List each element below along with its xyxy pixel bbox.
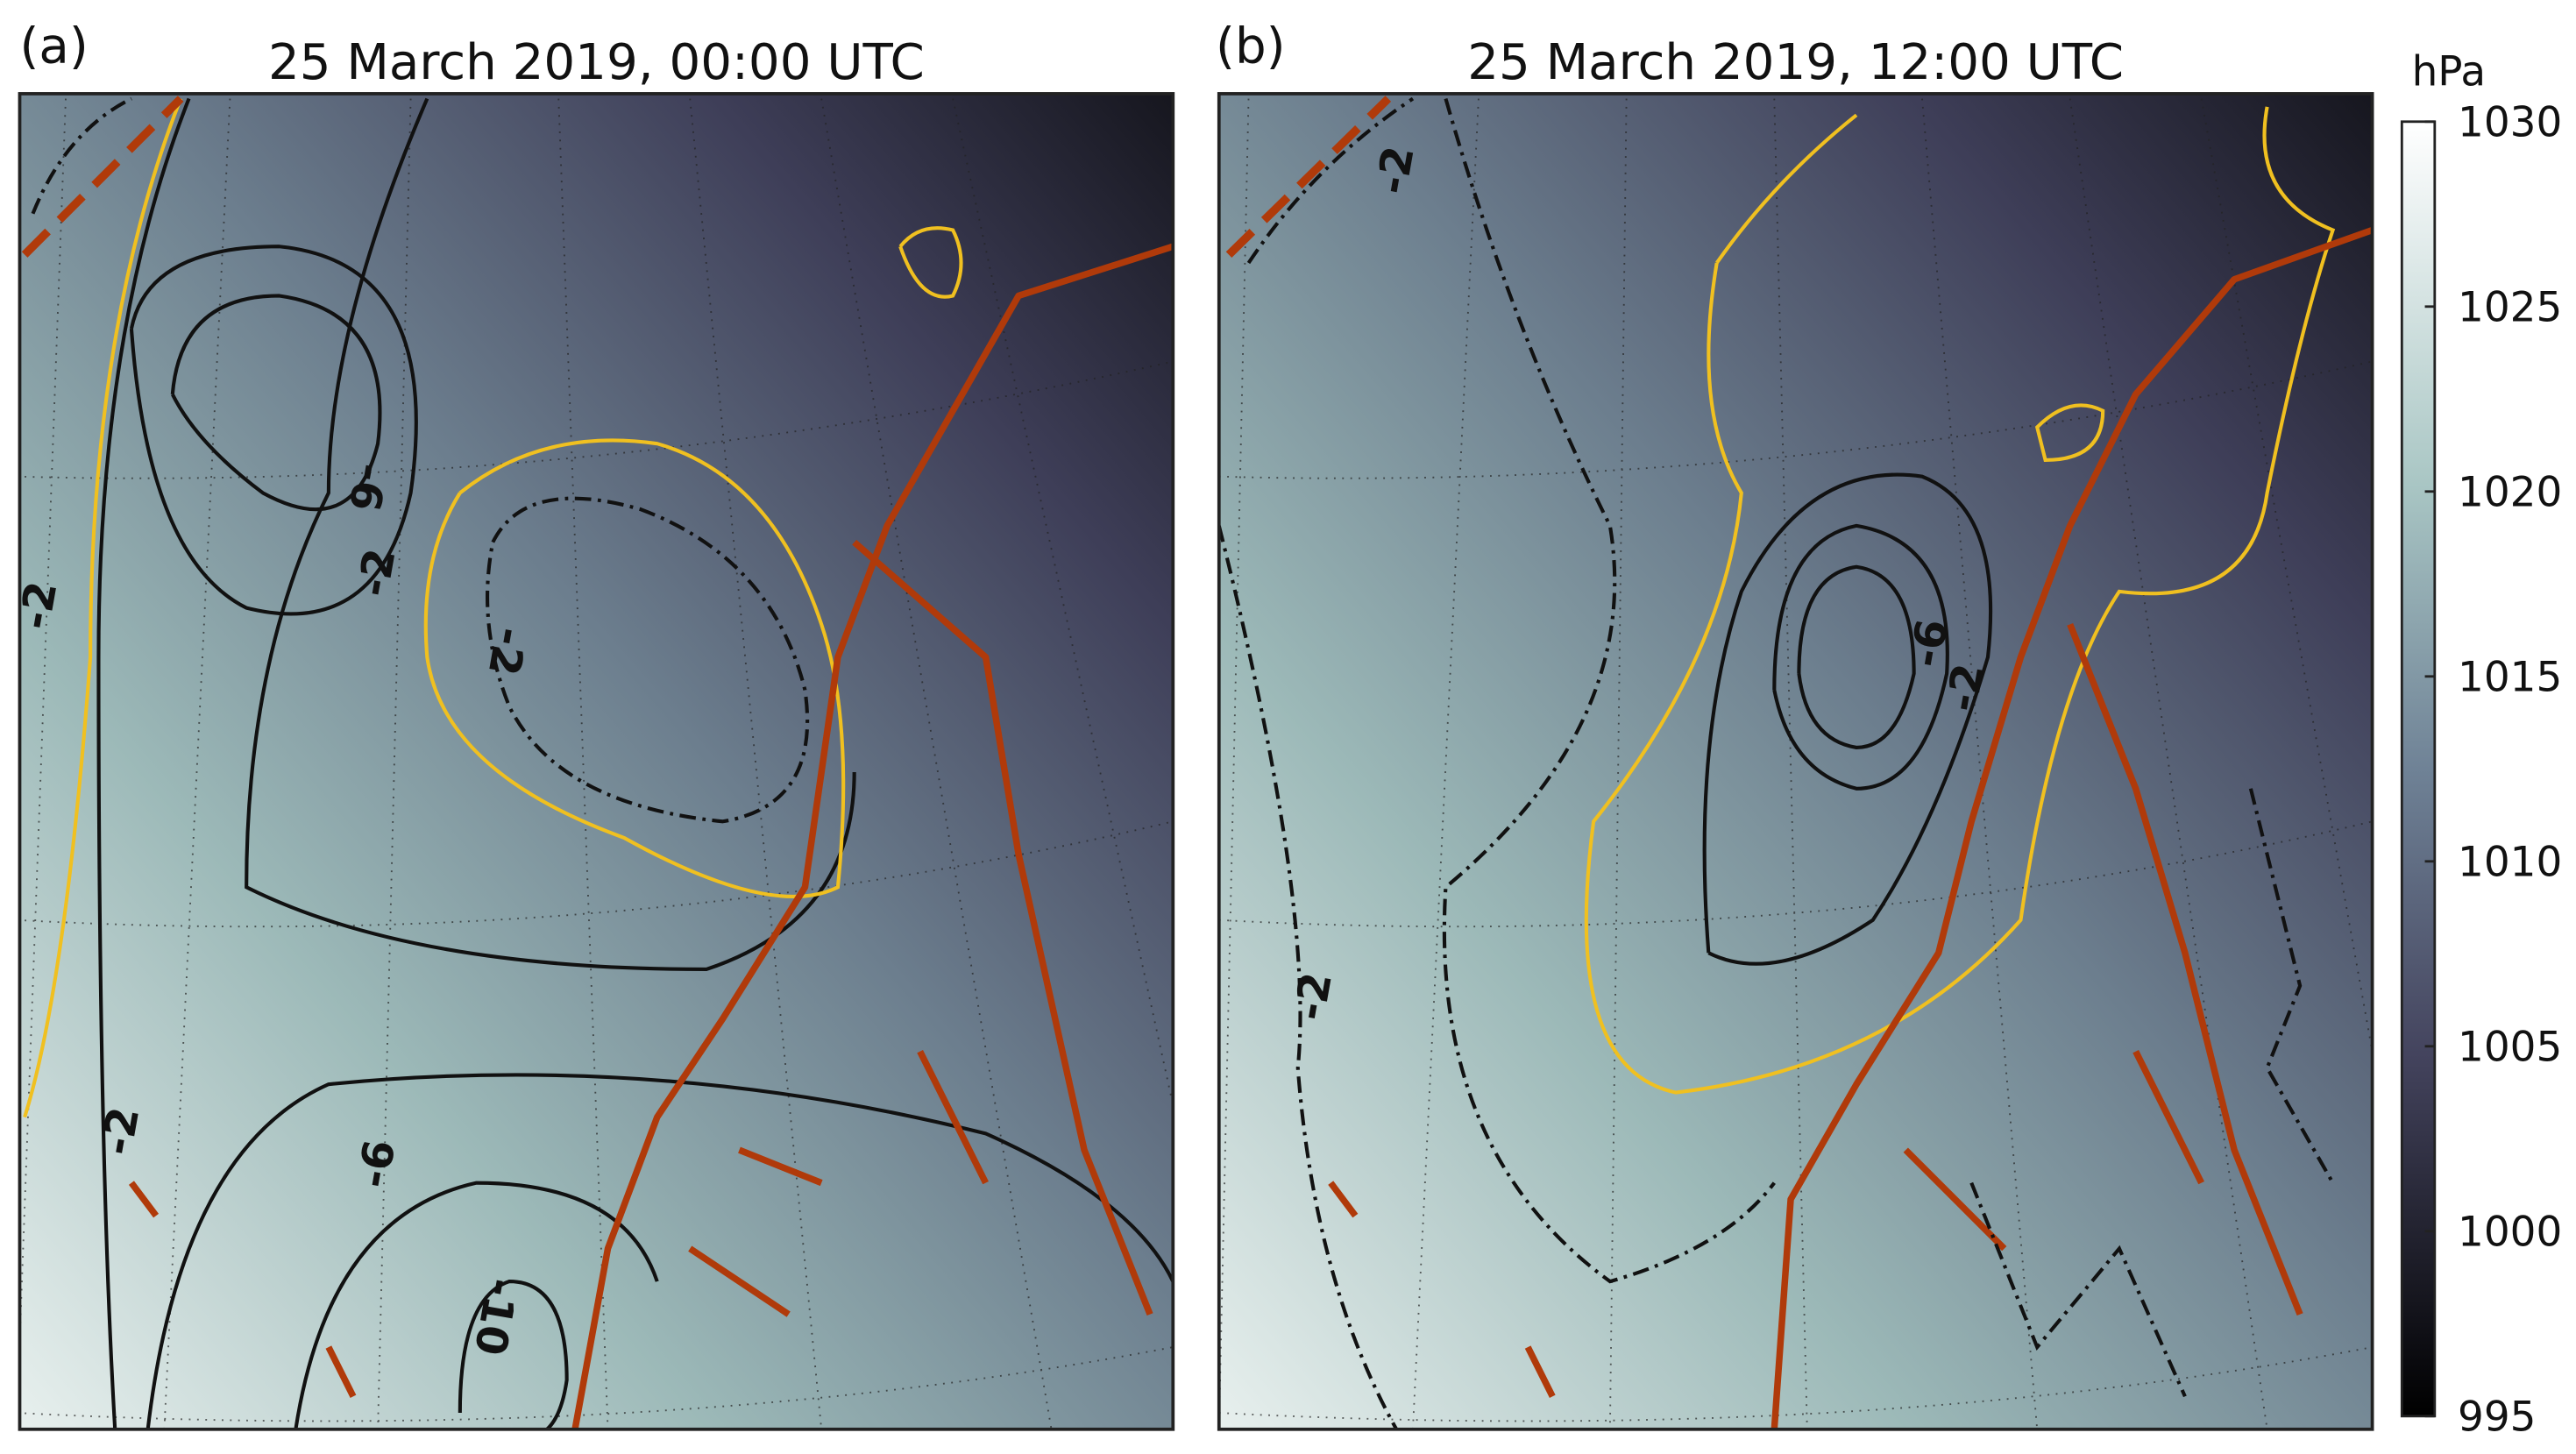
colorbar-tick-label: 1020 xyxy=(2458,470,2562,517)
colorbar-tick-label: 1030 xyxy=(2458,100,2562,147)
contour-label: -6 xyxy=(349,1137,406,1192)
colorbar-tick-label: 1000 xyxy=(2458,1209,2562,1257)
colorbar-tick-label: 1025 xyxy=(2458,285,2562,332)
contour-label: -2 xyxy=(1938,660,1995,715)
colorbar-tick-label: 1005 xyxy=(2458,1025,2562,1072)
colorbar-unit: hPa xyxy=(2412,49,2487,96)
contour-label: -2 xyxy=(93,1103,150,1159)
map-a xyxy=(19,93,1174,1429)
colorbar xyxy=(2400,120,2437,1418)
colorbar-tick-label: 995 xyxy=(2458,1394,2536,1442)
panel-title: 25 March 2019, 12:00 UTC xyxy=(1467,34,2124,91)
contour-label: -2 xyxy=(1285,968,1342,1024)
panel-label: (b) xyxy=(1216,18,1286,74)
contour-label: -6 xyxy=(338,459,395,514)
map-b xyxy=(1218,93,2373,1429)
colorbar-tick-label: 1015 xyxy=(2458,655,2562,702)
panel-label: (a) xyxy=(19,18,88,74)
contour-label: -6 xyxy=(1901,615,1958,670)
map-a-frame xyxy=(18,92,1175,1431)
map-b-frame xyxy=(1217,92,2374,1431)
contour-labels: -2-6-2-2-2-6-10-2-6-2-2 xyxy=(11,143,1994,1359)
panel-title: 25 March 2019, 00:00 UTC xyxy=(268,34,925,91)
colorbar-tick-label: 1010 xyxy=(2458,840,2562,887)
contour-label: -2 xyxy=(479,624,536,679)
contour-label: -2 xyxy=(349,545,406,600)
contour-label: -2 xyxy=(1367,143,1424,198)
contour-label: -2 xyxy=(11,578,67,633)
colorbar-ticks: 995 1000 1005 1010 1015 1020 1025 1030 xyxy=(2424,100,2562,1442)
